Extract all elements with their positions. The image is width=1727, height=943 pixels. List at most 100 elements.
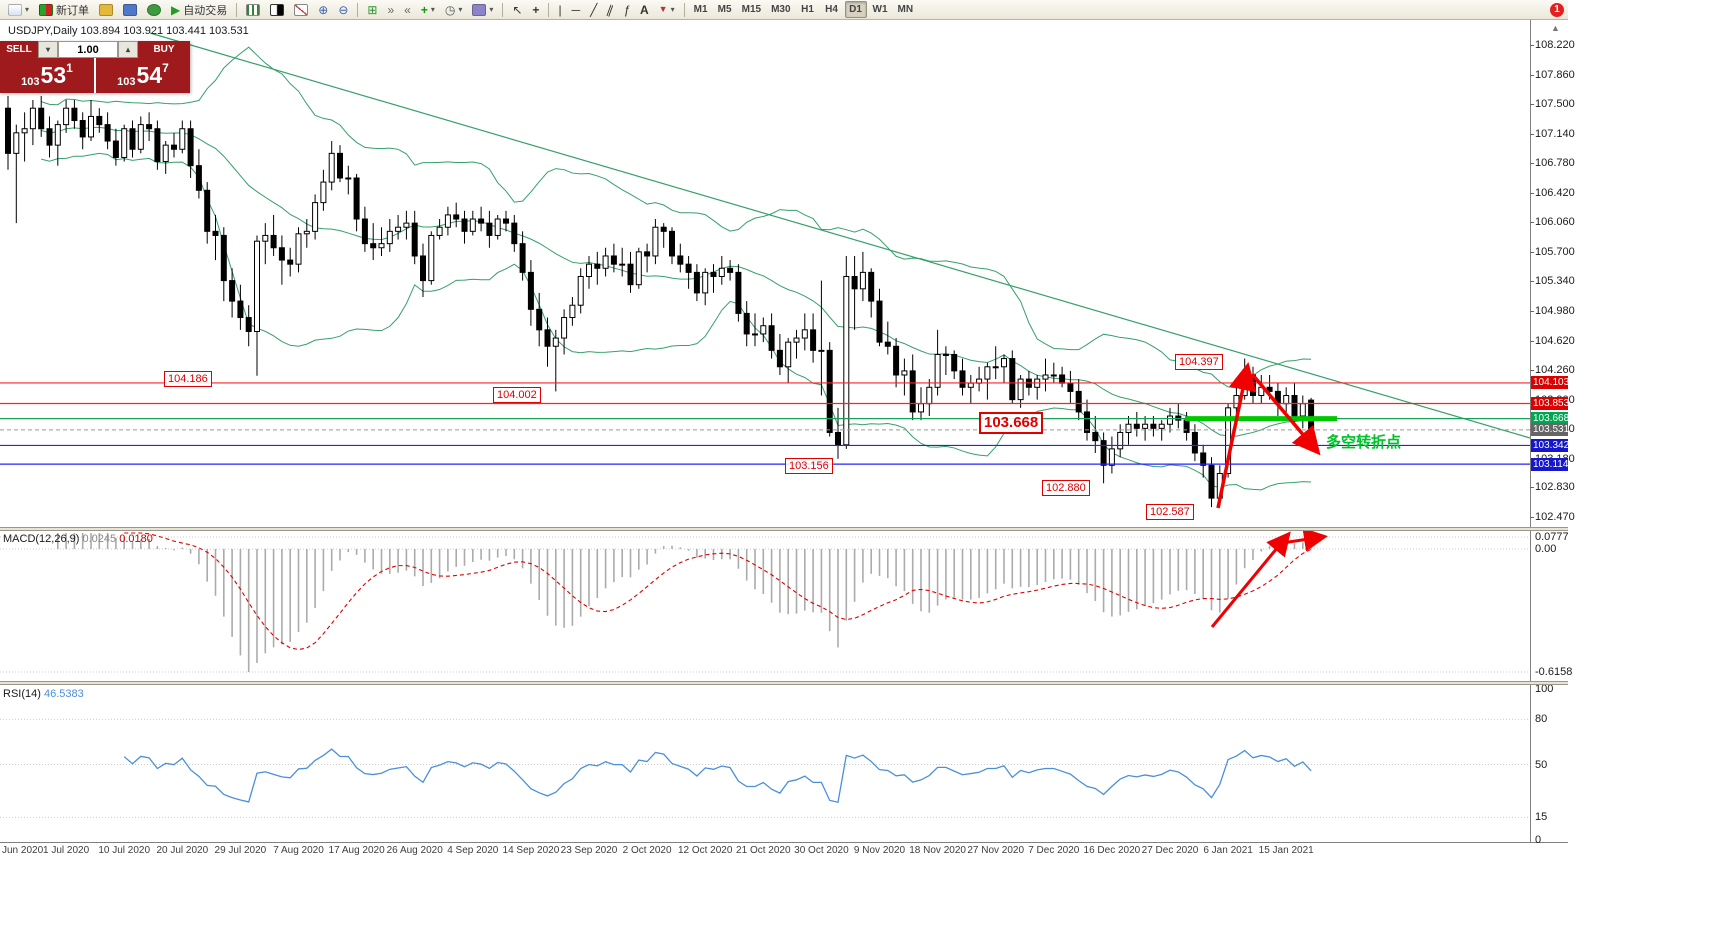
price-annotation-label[interactable]: 104.002 [493, 387, 541, 403]
axis-tick [1530, 310, 1534, 312]
axis-tick [1530, 133, 1534, 135]
candle [1183, 419, 1190, 433]
candle [1067, 382, 1074, 392]
price-annotation-label[interactable]: 104.186 [164, 371, 212, 387]
rsi-panel-canvas[interactable] [0, 685, 1531, 842]
arrows-tool-button[interactable]: ▼ ▾ [655, 1, 679, 18]
timeframe-m1-button[interactable]: M1 [693, 4, 708, 15]
volume-decrease-button[interactable]: ▾ [38, 41, 58, 58]
panel-splitter[interactable] [0, 527, 1568, 531]
trendline-icon: ╱ [590, 2, 598, 17]
price-marker-badge: 103.531 [1531, 423, 1570, 437]
vertical-line-tool-button[interactable]: | [554, 1, 565, 18]
cursor-tool-button[interactable]: ↖ [508, 1, 526, 18]
timeframe-h4-button[interactable]: H4 [825, 4, 838, 15]
fibonacci-tool-button[interactable]: ƒ [619, 1, 634, 18]
timeframe-w1-button[interactable]: W1 [872, 4, 888, 15]
buy-price-button[interactable]: 103 54 7 [96, 58, 190, 93]
sell-button[interactable]: SELL [0, 41, 38, 58]
template-icon [472, 3, 487, 16]
trendline-object[interactable] [149, 32, 1531, 439]
caret-down-icon: ▾ [670, 5, 675, 14]
data-window-button[interactable] [119, 1, 141, 18]
candle-chart-type-button[interactable] [266, 1, 288, 18]
axis-tick [1530, 517, 1534, 518]
candle [627, 263, 634, 286]
price-annotation-label[interactable]: 102.587 [1146, 504, 1194, 520]
text-tool-button[interactable]: A [636, 1, 653, 18]
timeframe-m30-button[interactable]: M30 [771, 4, 791, 15]
divider [94, 58, 96, 93]
zoom-in-button[interactable]: ⊕ [314, 1, 332, 18]
scroll-end-icon[interactable]: ▲ [1551, 23, 1560, 33]
sell-price-button[interactable]: 103 53 1 [0, 58, 94, 93]
axis-tick [1530, 222, 1534, 224]
chart-shift-button[interactable]: « [400, 1, 415, 18]
crosshair-tool-button[interactable]: + [528, 1, 543, 18]
timeframe-h1-button[interactable]: H1 [801, 4, 814, 15]
zoom-out-button[interactable]: ⊖ [334, 1, 352, 18]
candle [337, 152, 343, 179]
timeframe-mn-button[interactable]: MN [897, 4, 914, 15]
axis-tick [1530, 370, 1534, 372]
price-annotation-label[interactable]: 103.156 [785, 458, 833, 474]
main-chart-canvas[interactable] [0, 19, 1531, 527]
line-chart-type-button[interactable] [290, 1, 312, 18]
one-click-trading-panel: SELL ▾ 1.00 ▴ BUY 103 53 1 103 54 7 [0, 41, 190, 93]
tile-windows-button[interactable]: ⊞ [363, 1, 381, 18]
buy-button[interactable]: BUY [138, 41, 190, 58]
candle [1308, 399, 1315, 431]
price-annotation-label[interactable]: 103.668 [979, 412, 1044, 434]
price-annotation-label[interactable]: 104.397 [1175, 354, 1223, 370]
candle [287, 259, 294, 265]
candle [179, 128, 186, 150]
chart-title-ohlc: USDJPY,Daily 103.894 103.921 103.441 103… [8, 25, 249, 37]
horizontal-line-tool-button[interactable]: ─ [568, 1, 585, 18]
indicators-button[interactable]: + ▾ [417, 1, 439, 18]
auto-scroll-button[interactable]: » [383, 1, 398, 18]
candle [195, 165, 202, 191]
price-annotation-label[interactable]: 102.880 [1042, 480, 1090, 496]
data-window-icon [123, 3, 138, 16]
autotrade-button[interactable]: ▶ 自动交易 [167, 1, 231, 18]
macd-arrow-object[interactable] [1210, 531, 1291, 628]
bar-chart-type-button[interactable] [242, 1, 264, 18]
timeframe-d1-button[interactable]: D1 [844, 1, 867, 18]
navigator-button[interactable] [143, 1, 165, 18]
macd-arrow-object[interactable] [1281, 531, 1328, 552]
macd-panel-canvas[interactable] [0, 531, 1531, 681]
new-order-button[interactable]: 新订单 [35, 1, 93, 18]
panel-splitter[interactable] [0, 681, 1568, 685]
volume-increase-button[interactable]: ▴ [118, 41, 138, 58]
templates-button[interactable]: ▾ [468, 1, 497, 18]
timeframe-m5-button[interactable]: M5 [717, 4, 732, 15]
candle [801, 329, 808, 339]
candle [353, 177, 360, 220]
candle [13, 132, 20, 154]
channel-tool-button[interactable]: ∥ [603, 1, 617, 18]
candle [146, 124, 153, 130]
macd-axis-label: 0.00 [1535, 543, 1557, 555]
candle [544, 329, 551, 347]
caret-down-icon: ▾ [430, 5, 435, 14]
candle [569, 304, 576, 319]
channel-icon: ∥ [605, 1, 616, 18]
macd-signal-value: 0.0180 [119, 533, 153, 545]
rsi-axis-label: 50 [1535, 758, 1548, 771]
trend-arrow-object[interactable] [1250, 372, 1321, 456]
candle [669, 230, 675, 257]
new-chart-button[interactable]: ▾ [4, 1, 33, 18]
buy-price-point: 7 [162, 61, 169, 75]
timeframe-m15-button[interactable]: M15 [741, 4, 762, 15]
play-icon: ▶ [171, 2, 181, 17]
trend-arrow-object[interactable] [1216, 362, 1257, 509]
candle [378, 243, 385, 249]
candle [843, 275, 850, 446]
trendline-tool-button[interactable]: ╱ [586, 1, 601, 18]
volume-input[interactable]: 1.00 [58, 41, 118, 58]
market-watch-button[interactable] [95, 1, 117, 18]
chinese-note-label[interactable]: 多空转折点 [1326, 434, 1402, 451]
periods-button[interactable]: ◷ ▾ [441, 1, 467, 18]
notification-badge[interactable]: 1 [1550, 2, 1564, 17]
candle [918, 403, 924, 413]
